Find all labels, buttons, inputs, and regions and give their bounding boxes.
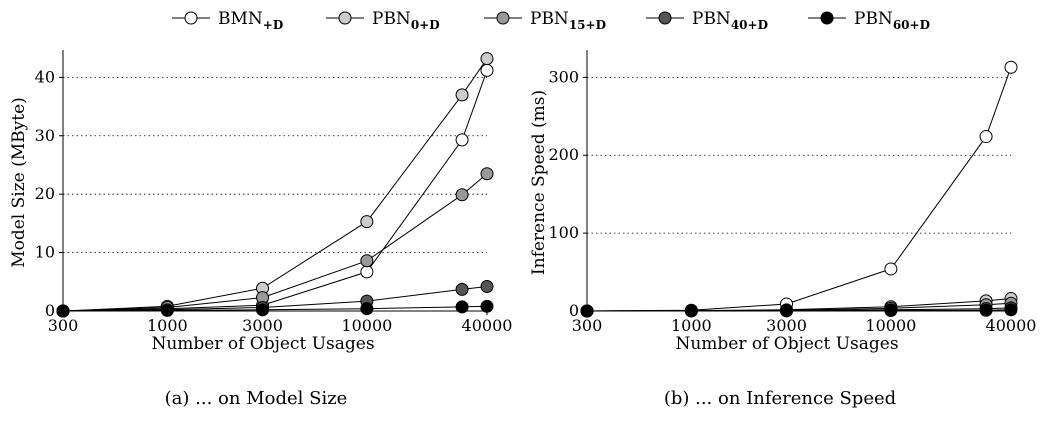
model-size-point-bmn-d — [480, 63, 494, 77]
model-size-x-axis-title: Number of Object Usages — [151, 334, 374, 354]
inference-speed-y-tick-label: 200 — [548, 145, 579, 164]
model-size-series-line-bmn-d — [62, 70, 488, 312]
inference-speed-x-tick-label: 1000 — [671, 316, 712, 335]
inference-speed-point-pbn60-d — [979, 303, 993, 317]
model-size-chart: 0 10 20 30 40 300 1000 3000 10000 40000 Number of … — [9, 50, 513, 409]
model-size-x-tick-label: 1000 — [147, 316, 188, 335]
inference-speed-x-tick-label: 40000 — [986, 316, 1037, 335]
inference-speed-series-line-bmn-d — [586, 67, 1012, 312]
model-size-point-bmn-d — [360, 265, 374, 279]
legend-label: PBN60+D — [854, 9, 930, 32]
model-size-x-tick-label: 3000 — [242, 316, 283, 335]
model-size-x-tick-label: 10000 — [341, 316, 392, 335]
model-size-point-pbn40-d — [455, 282, 469, 296]
model-size-point-pbn15-d — [455, 188, 469, 202]
inference-speed-y-tick-label: 100 — [548, 223, 579, 242]
legend-entry-bmn-d: BMN+D — [172, 9, 283, 32]
legend-label: PBN0+D — [372, 9, 440, 32]
legend-label: PBN15+D — [530, 9, 606, 32]
legend-entry-pbn0-d: PBN0+D — [326, 9, 440, 32]
inference-speed-x-tick-label: 3000 — [766, 316, 807, 335]
legend-marker — [184, 11, 198, 25]
model-size-y-tick-label: 20 — [35, 184, 55, 203]
legend-entry-pbn15-d: PBN15+D — [484, 9, 606, 32]
model-size-point-pbn60-d — [256, 303, 270, 317]
legend-marker — [658, 11, 672, 25]
inference-speed-point-pbn60-d — [1004, 303, 1018, 317]
model-size-point-pbn0-d — [480, 52, 494, 66]
model-size-point-bmn-d — [455, 133, 469, 147]
legend-entry-pbn40-d: PBN40+D — [646, 9, 768, 32]
inference-speed-point-bmn-d — [1004, 60, 1018, 74]
inference-speed-y-axis-title: Inference Speed (ms) — [529, 90, 549, 275]
inference-speed-point-pbn60-d — [684, 304, 698, 318]
model-size-point-pbn60-d — [56, 304, 70, 318]
inference-speed-x-axis-title: Number of Object Usages — [675, 334, 898, 354]
inference-speed-point-bmn-d — [884, 262, 898, 276]
inference-speed-x-tick-label: 300 — [572, 316, 603, 335]
legend-entry-pbn60-d: PBN60+D — [808, 9, 930, 32]
inference-speed-point-pbn60-d — [580, 304, 594, 318]
model-size-y-tick-label: 0 — [45, 301, 55, 320]
model-size-y-tick-label: 10 — [35, 243, 55, 262]
legend-label: PBN40+D — [692, 9, 768, 32]
inference-speed-point-pbn60-d — [884, 304, 898, 318]
model-size-y-axis-title: Model Size (MByte) — [9, 97, 29, 268]
inference-speed-caption: (b) ... on Inference Speed — [664, 388, 896, 409]
legend-svg: BMN+D PBN0+D PBN15+D PBN40+D PBN60+D — [172, 9, 930, 32]
inference-speed-point-pbn60-d — [780, 304, 794, 318]
legend-marker — [338, 11, 352, 25]
legend-marker — [496, 11, 510, 25]
model-size-point-pbn60-d — [160, 303, 174, 317]
inference-speed-point-bmn-d — [979, 130, 993, 144]
legend-label: BMN+D — [218, 9, 283, 32]
model-size-series-line-pbn0-d — [62, 58, 488, 312]
inference-speed-chart: 0 100 200 300 300 1000 3000 10000 40000 Number of… — [529, 50, 1037, 409]
legend-marker — [820, 11, 834, 25]
inference-speed-x-tick-label: 10000 — [865, 316, 916, 335]
model-size-point-pbn15-d — [480, 167, 494, 181]
model-size-point-pbn40-d — [480, 279, 494, 293]
model-size-caption: (a) ... on Model Size — [165, 388, 348, 409]
model-size-y-tick-label: 40 — [35, 67, 55, 86]
model-size-point-pbn0-d — [455, 88, 469, 102]
model-size-point-pbn15-d — [360, 254, 374, 268]
model-size-point-pbn0-d — [360, 215, 374, 229]
inference-speed-y-tick-label: 300 — [548, 67, 579, 86]
model-size-point-pbn60-d — [480, 299, 494, 313]
chart-legend: BMN+D PBN0+D PBN15+D PBN40+D PBN60+D — [0, 0, 1049, 36]
model-size-y-tick-label: 30 — [35, 126, 55, 145]
model-size-chart-panel: 0 10 20 30 40 300 1000 3000 10000 40000 Number of … — [0, 36, 524, 421]
inference-speed-chart-panel: 0 100 200 300 300 1000 3000 10000 40000 Number of… — [524, 36, 1049, 421]
model-size-point-pbn60-d — [455, 300, 469, 314]
model-size-x-tick-label: 300 — [48, 316, 79, 335]
inference-speed-y-tick-label: 0 — [569, 301, 579, 320]
model-size-x-tick-label: 40000 — [462, 316, 513, 335]
model-size-point-pbn60-d — [360, 302, 374, 316]
